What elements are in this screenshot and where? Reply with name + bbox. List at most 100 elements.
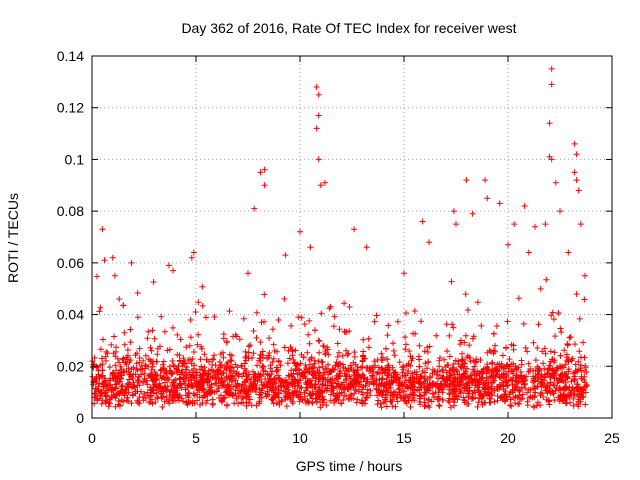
data-point xyxy=(543,387,550,394)
data-point xyxy=(532,223,538,230)
data-point xyxy=(106,399,113,406)
data-point xyxy=(296,376,302,383)
data-point xyxy=(270,341,277,348)
data-point xyxy=(576,348,583,355)
data-point xyxy=(572,361,579,368)
data-point xyxy=(424,365,430,372)
data-point xyxy=(400,395,407,401)
data-point xyxy=(403,377,409,383)
data-point xyxy=(458,374,465,381)
data-point xyxy=(220,354,227,361)
data-point xyxy=(340,397,347,403)
data-point xyxy=(545,397,552,404)
data-point xyxy=(365,335,372,342)
data-point xyxy=(141,390,148,397)
data-point xyxy=(388,389,395,396)
data-point xyxy=(170,362,177,369)
data-point xyxy=(148,367,155,373)
data-point xyxy=(548,312,555,319)
data-point xyxy=(564,341,571,348)
data-point xyxy=(136,393,143,400)
data-point xyxy=(334,340,341,347)
data-point xyxy=(190,372,197,379)
data-point xyxy=(416,342,423,349)
data-point xyxy=(345,350,352,357)
data-point xyxy=(359,353,366,360)
data-point xyxy=(544,380,551,387)
data-point xyxy=(426,343,433,350)
data-point xyxy=(315,156,322,163)
data-point xyxy=(468,380,475,387)
data-point xyxy=(464,307,471,313)
data-point xyxy=(215,366,222,373)
data-point xyxy=(117,402,123,409)
data-point xyxy=(426,239,432,246)
y-tick-label: 0 xyxy=(76,410,84,426)
data-point xyxy=(195,331,202,338)
data-point xyxy=(261,182,268,189)
data-point xyxy=(104,385,111,392)
data-point xyxy=(307,244,314,251)
data-point xyxy=(573,291,580,298)
data-point xyxy=(452,357,459,364)
data-point xyxy=(400,366,407,373)
data-point xyxy=(156,384,162,391)
data-point xyxy=(288,322,295,329)
data-point xyxy=(140,357,147,364)
data-point xyxy=(442,363,449,370)
data-point xyxy=(530,339,537,346)
data-point xyxy=(116,391,123,397)
data-point xyxy=(351,349,358,356)
data-point xyxy=(94,273,100,280)
data-point xyxy=(403,383,410,390)
data-point xyxy=(411,308,418,314)
data-point xyxy=(473,358,480,365)
data-point xyxy=(206,384,213,391)
data-point xyxy=(288,346,295,353)
data-point xyxy=(142,362,149,369)
data-point xyxy=(166,400,173,407)
data-point xyxy=(183,364,190,371)
data-point xyxy=(193,380,200,387)
data-point xyxy=(411,384,418,390)
data-point xyxy=(218,361,225,368)
data-point xyxy=(153,358,160,365)
data-point xyxy=(236,371,242,378)
data-point xyxy=(562,396,569,403)
data-point xyxy=(319,380,326,387)
data-point xyxy=(151,335,158,342)
data-point xyxy=(120,355,127,362)
data-point xyxy=(489,359,496,366)
data-point xyxy=(166,367,173,374)
data-point xyxy=(392,377,399,384)
x-tick-label: 15 xyxy=(396,430,412,446)
data-point xyxy=(383,403,390,410)
data-point xyxy=(187,376,194,383)
data-point xyxy=(529,394,536,401)
data-point xyxy=(432,381,439,388)
data-point xyxy=(340,364,347,371)
data-point xyxy=(461,360,468,367)
data-point xyxy=(546,120,553,127)
data-point xyxy=(149,327,156,334)
data-point xyxy=(97,304,104,311)
data-point xyxy=(425,385,432,392)
data-point xyxy=(458,337,464,344)
data-point xyxy=(177,381,184,388)
data-point xyxy=(481,386,488,393)
data-point xyxy=(461,397,468,404)
data-point xyxy=(501,375,508,382)
data-point xyxy=(178,369,185,376)
data-point xyxy=(507,376,514,383)
data-point xyxy=(154,351,161,358)
data-point xyxy=(243,376,250,383)
data-point xyxy=(227,373,234,380)
data-point xyxy=(271,347,278,354)
data-point xyxy=(281,382,288,389)
data-point xyxy=(247,379,253,386)
data-point xyxy=(212,380,219,387)
data-point xyxy=(316,364,323,371)
data-point xyxy=(174,387,180,394)
data-point xyxy=(99,226,106,233)
data-point xyxy=(187,334,194,341)
